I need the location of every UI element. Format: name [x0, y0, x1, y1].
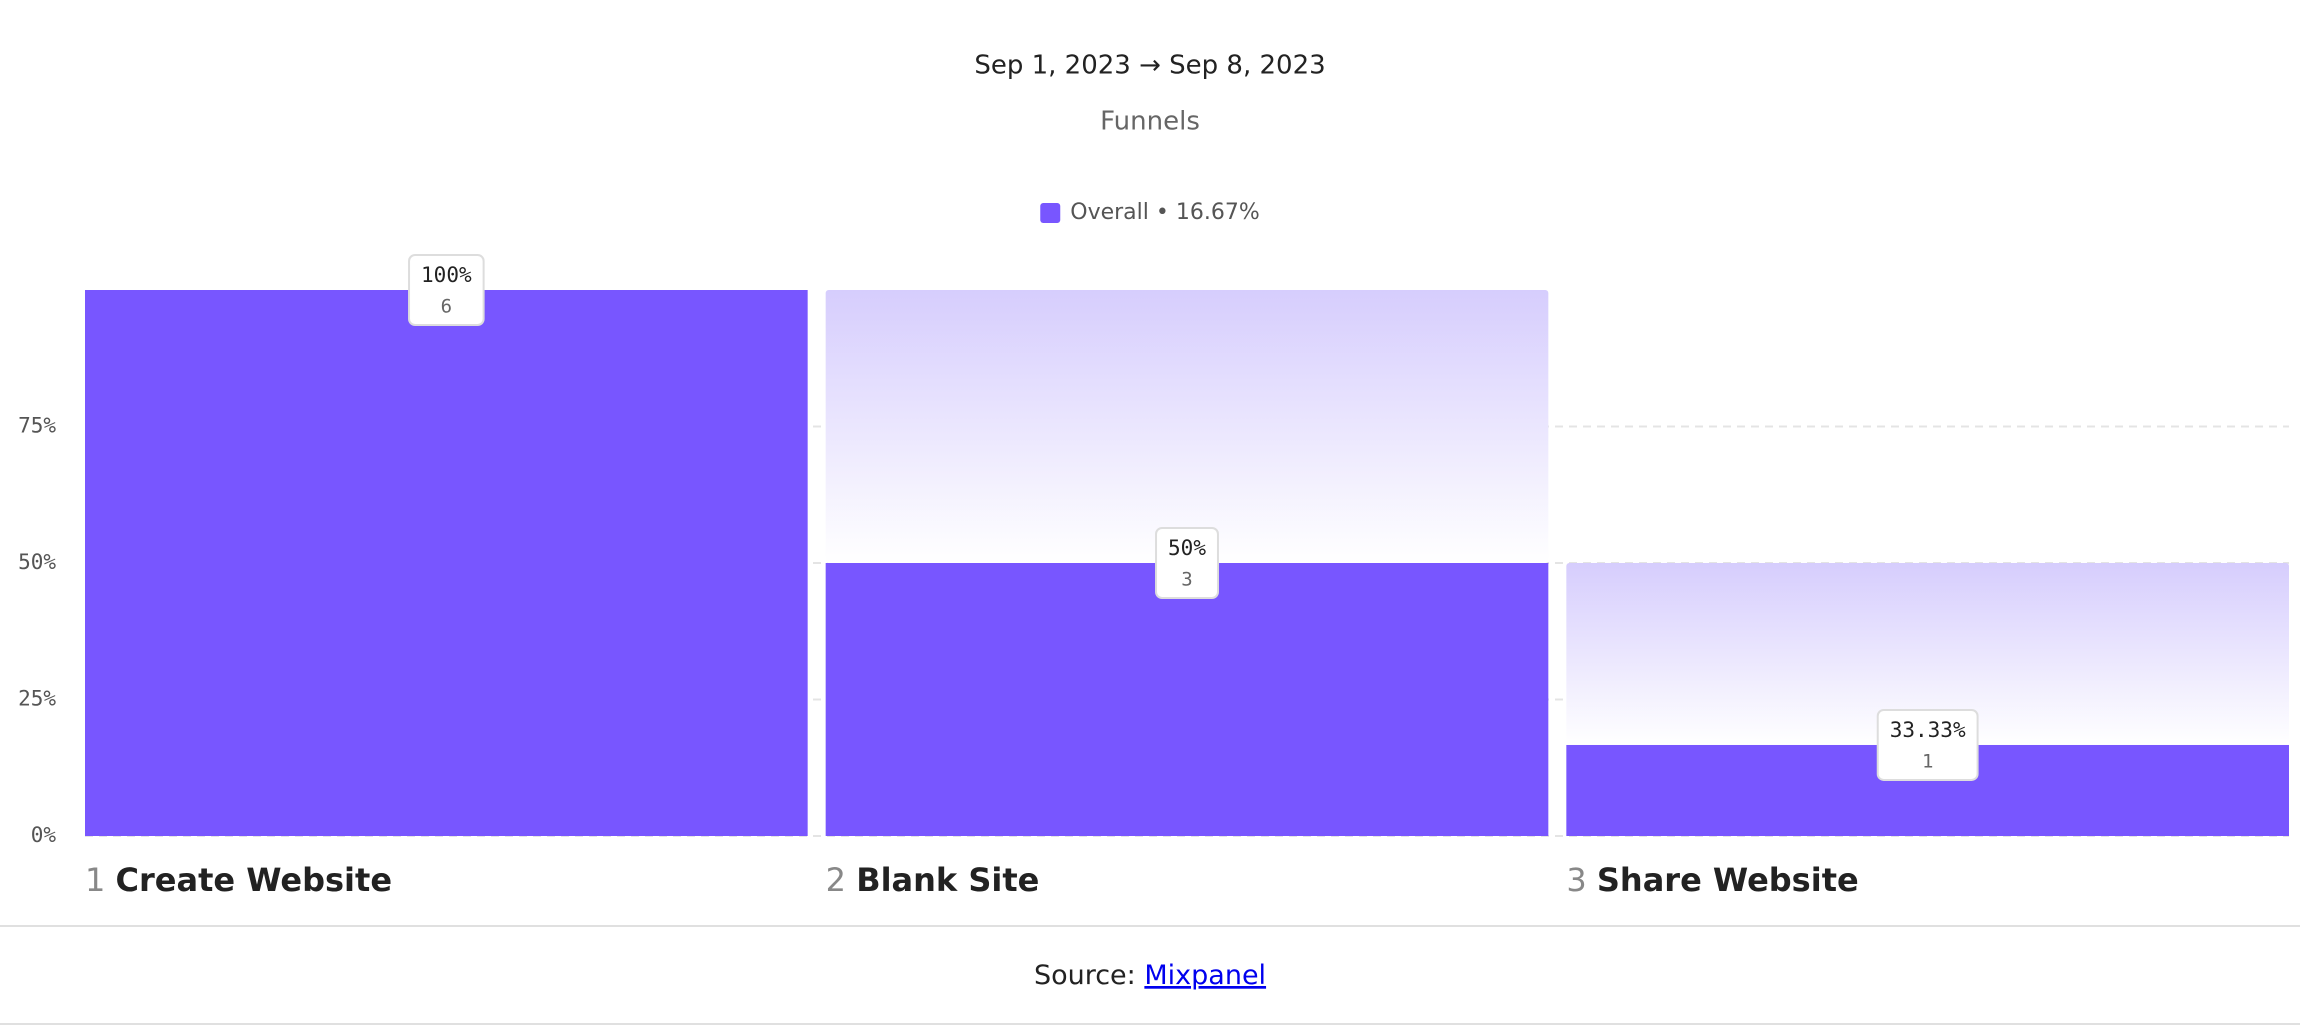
data-label: 100% 6 — [408, 254, 485, 326]
source-label: Source: — [1034, 960, 1136, 991]
plot: Overall • 16.67% 0% 25% 50% 75% 1 Create Webs… — [18, 200, 2289, 899]
source-link[interactable]: Mixpanel — [1144, 960, 1266, 991]
category-label: 2 Blank Site — [826, 861, 1040, 899]
step-name: Create Website — [116, 861, 392, 899]
data-label-box — [1876, 708, 1979, 781]
ghost-bar — [1566, 563, 2289, 745]
date-range: Sep 1, 2023 → Sep 8, 2023 — [974, 51, 1325, 81]
legend-label: Overall • 16.67% — [1070, 200, 1259, 225]
source-link-text[interactable]: Mixpanel — [1144, 960, 1266, 991]
step-name: Blank Site — [856, 861, 1039, 899]
step-number: 3 — [1566, 861, 1586, 899]
y-tick-label: 25% — [18, 687, 56, 711]
step-number: 1 — [85, 861, 105, 899]
legend: Overall • 16.67% — [1040, 200, 1260, 225]
category-label: 3 Share Website — [1566, 861, 1858, 899]
legend-rate: • 16.67% — [1156, 200, 1260, 225]
bar — [85, 290, 808, 836]
legend-name: Overall — [1070, 200, 1149, 225]
conversion-label: 50% — [1168, 536, 1206, 560]
y-tick-label: 0% — [31, 823, 57, 847]
count-label: 1 — [1922, 750, 1933, 772]
count-label: 6 — [441, 296, 452, 318]
count-label: 3 — [1181, 569, 1192, 591]
step-name: Share Website — [1597, 861, 1859, 899]
conversion-label: 33.33% — [1890, 718, 1966, 742]
y-tick-label: 75% — [18, 414, 56, 438]
y-tick-label: 50% — [18, 550, 56, 574]
chart-title: Funnels — [1100, 107, 1200, 137]
data-label-box — [408, 254, 485, 326]
legend-swatch — [1040, 203, 1061, 223]
category-label: 1 Create Website — [85, 861, 392, 899]
step-number: 2 — [826, 861, 846, 899]
data-label-box — [1155, 527, 1219, 599]
ghost-bar — [825, 290, 1549, 563]
footer: Source: Mixpanel — [1034, 960, 1266, 991]
data-label: 33.33% 1 — [1876, 708, 1979, 781]
conversion-label: 100% — [421, 263, 472, 287]
data-label: 50%3 — [1155, 527, 1219, 599]
bar — [825, 563, 1549, 836]
